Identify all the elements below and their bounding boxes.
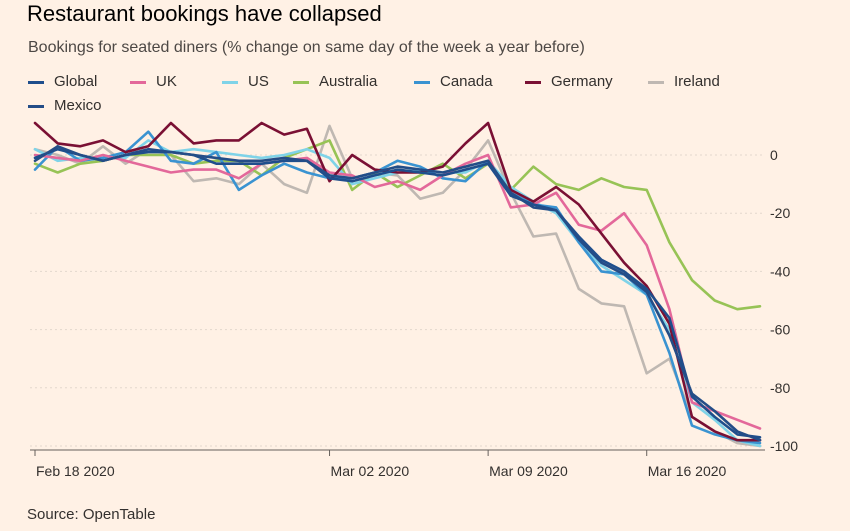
series-line-australia — [33, 139, 762, 311]
legend-swatch — [130, 81, 146, 84]
series-line-uk — [33, 153, 762, 430]
x-axis: Feb 18 2020 Mar 02 2020 Mar 09 2020 Mar 16 … — [30, 449, 765, 479]
y-tick-label: -80 — [770, 380, 790, 396]
source-note: Source: OpenTable — [27, 506, 156, 523]
legend-label: Australia — [319, 73, 378, 90]
legend-swatch — [414, 81, 430, 84]
series-line-germany — [33, 121, 762, 442]
chart-subtitle: Bookings for seated diners (% change on … — [28, 39, 585, 56]
legend-label: Canada — [440, 73, 493, 90]
y-tick-label: -60 — [770, 322, 790, 338]
series-lines — [33, 121, 762, 448]
legend-swatch — [222, 81, 238, 84]
y-tick-label: -40 — [770, 263, 790, 279]
x-tick-label: Mar 16 2020 — [648, 463, 727, 479]
legend-label: US — [248, 73, 269, 90]
legend-label: Germany — [551, 73, 613, 90]
legend-swatch — [525, 81, 541, 84]
y-axis: 0 -20 -40 -60 -80 -100 — [770, 147, 798, 454]
series-line-global — [33, 147, 762, 439]
legend-label: UK — [156, 73, 177, 90]
legend-label: Global — [54, 73, 98, 90]
legend-swatch — [293, 81, 309, 84]
y-tick-label: 0 — [770, 147, 778, 163]
x-tick-label: Mar 02 2020 — [331, 463, 410, 479]
legend-swatch — [28, 81, 44, 84]
series-line-canada — [33, 130, 762, 445]
y-tick-label: -20 — [770, 205, 790, 221]
series-line-ireland — [33, 124, 762, 448]
y-tick-label: -100 — [770, 438, 798, 454]
legend-label: Ireland — [674, 73, 720, 90]
legend-swatch — [648, 81, 664, 84]
legend-swatch — [28, 105, 44, 108]
chart-title: Restaurant bookings have collapsed — [27, 1, 382, 26]
x-tick-label: Feb 18 2020 — [36, 463, 115, 479]
legend-label: Mexico — [54, 97, 102, 114]
series-line-mexico — [33, 145, 762, 442]
x-tick-label: Mar 09 2020 — [489, 463, 568, 479]
